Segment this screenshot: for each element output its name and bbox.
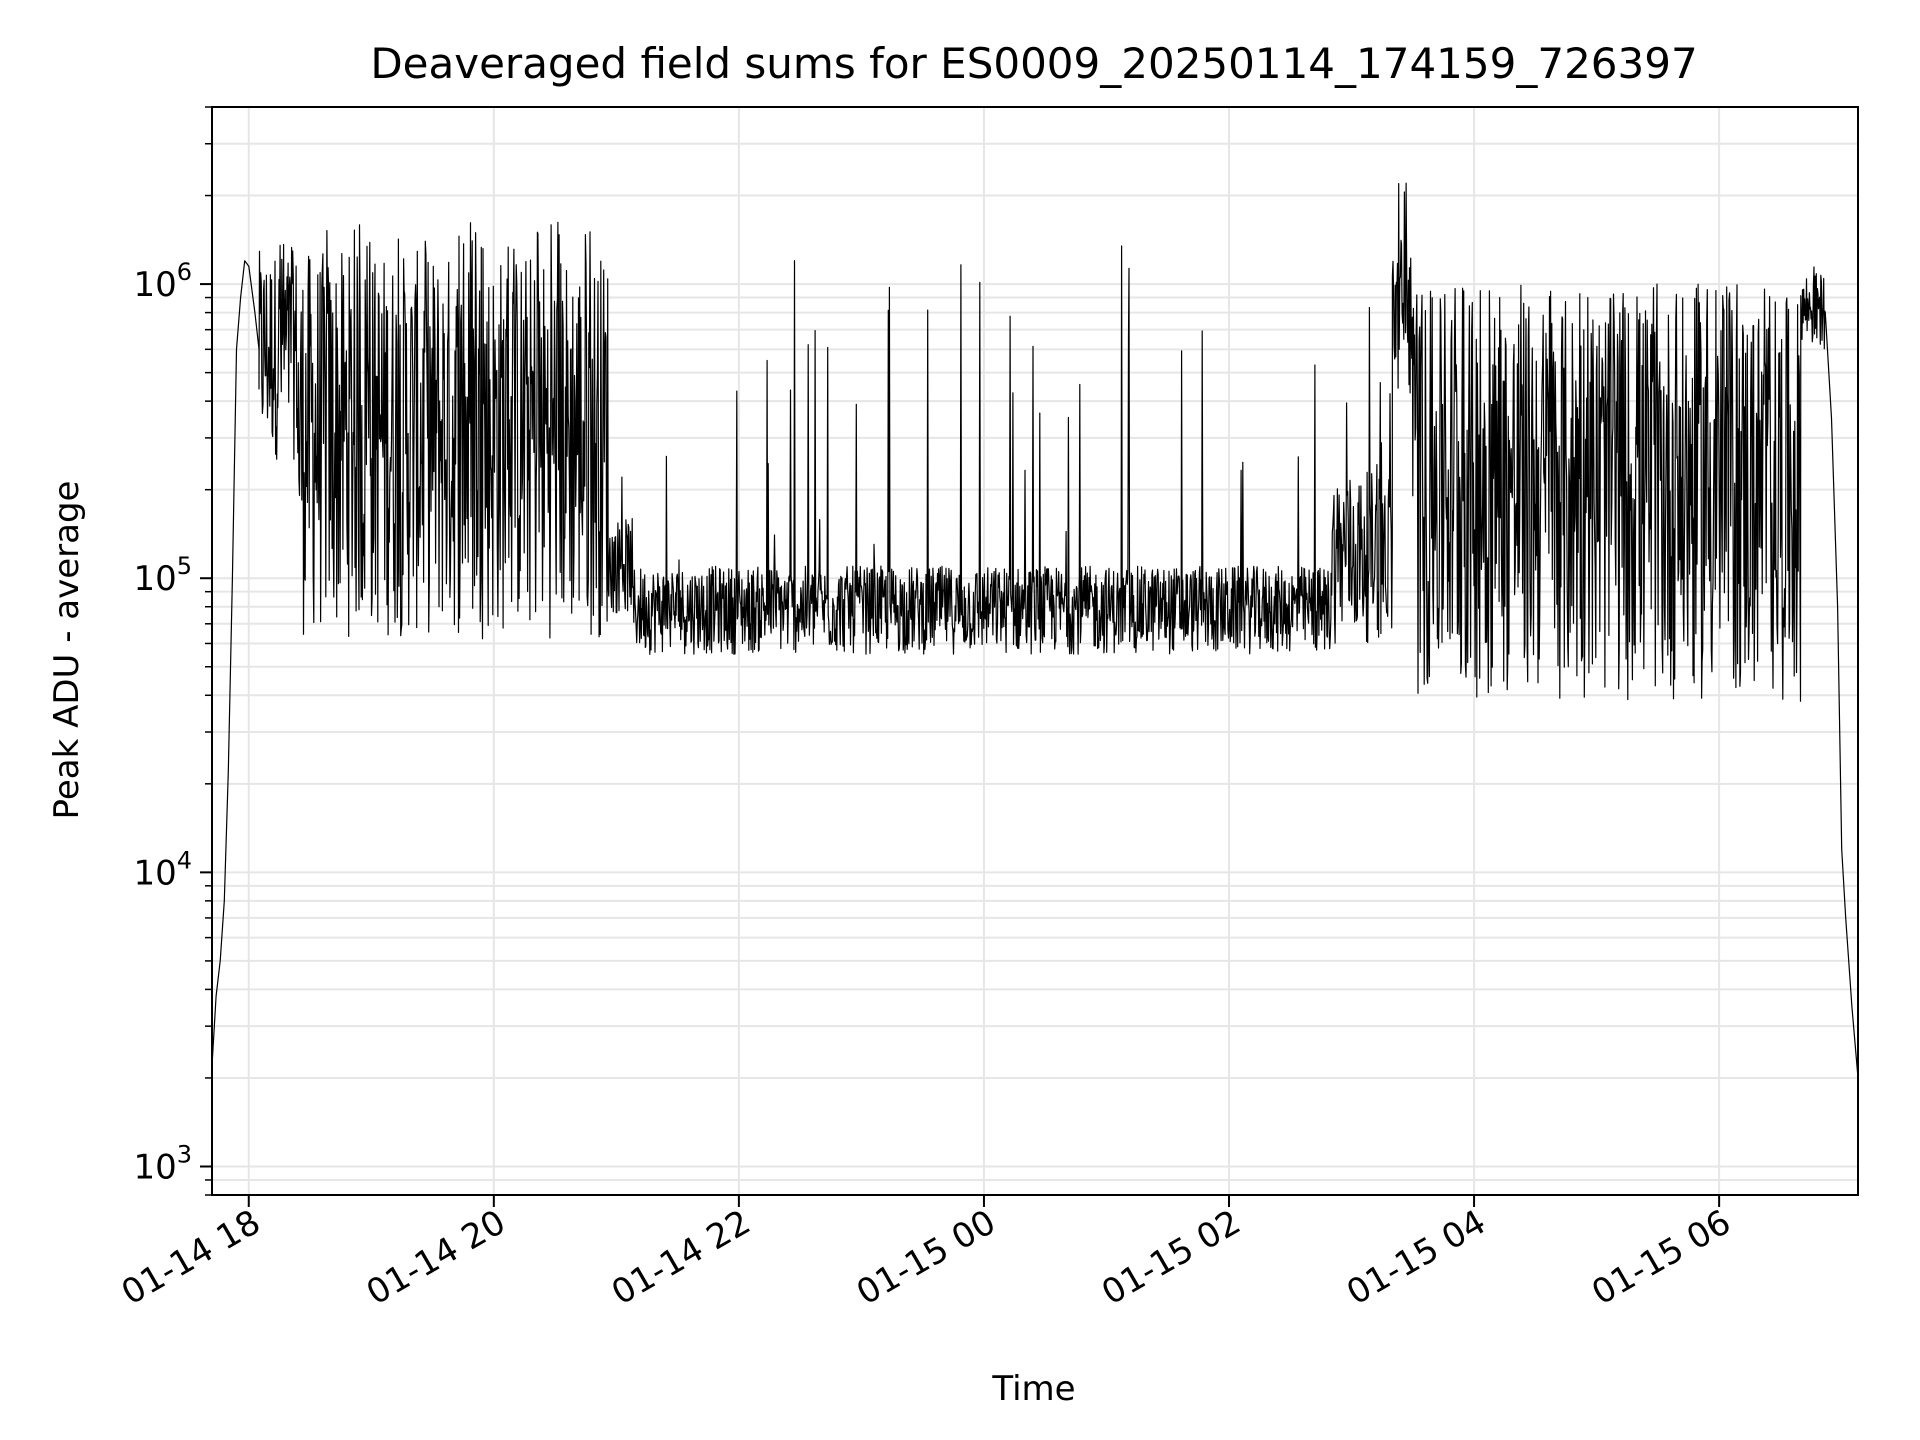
series-line: [211, 182, 1859, 1079]
x-tick-label: 01-14 20: [360, 1202, 512, 1313]
y-tick-label: 106: [133, 258, 192, 305]
x-axis: 01-14 18 01-14 20 01-14 22 01-15 00 01-15 02…: [115, 1195, 1738, 1313]
x-tick-label: 01-14 22: [605, 1202, 757, 1313]
y-tick-label: 103: [133, 1140, 192, 1187]
x-tick-label: 01-14 18: [115, 1202, 267, 1313]
plot-frame: [211, 106, 1859, 1196]
y-axis: 103 104 105 106: [133, 106, 212, 1196]
chart-title: Deaveraged field sums for ES0009_2025011…: [370, 39, 1697, 88]
y-axis-label: Peak ADU - average: [47, 481, 87, 820]
x-axis-label: Time: [991, 1369, 1075, 1409]
y-tick-label: 105: [133, 552, 192, 599]
x-tick-label: 01-15 02: [1095, 1202, 1247, 1313]
plot-area: [211, 182, 1859, 1079]
x-tick-label: 01-15 00: [850, 1202, 1002, 1313]
x-tick-label: 01-15 06: [1585, 1202, 1737, 1313]
x-tick-label: 01-15 04: [1340, 1202, 1492, 1313]
y-tick-label: 104: [133, 846, 192, 893]
